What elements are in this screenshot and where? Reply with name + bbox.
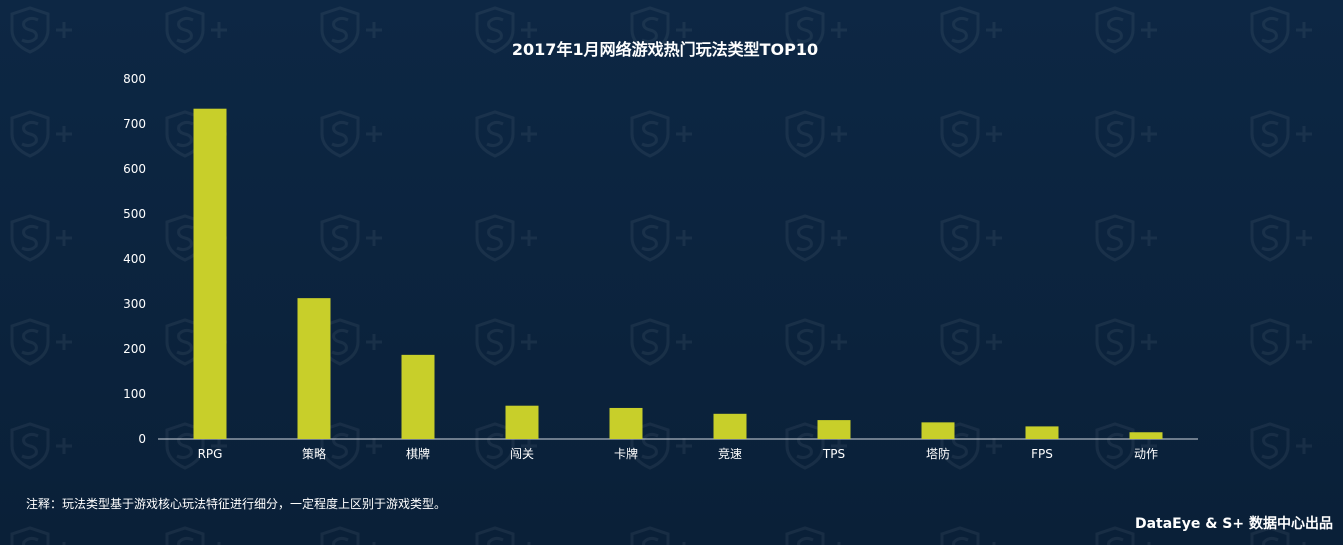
x-tick-label: 闯关	[510, 446, 534, 461]
bar	[1025, 426, 1059, 439]
x-tick-label: 策略	[302, 446, 326, 461]
chart-title: 2017年1月网络游戏热门玩法类型TOP10	[511, 40, 819, 59]
footnote: 注释：玩法类型基于游戏核心玩法特征进行细分，一定程度上区别于游戏类型。	[26, 497, 447, 511]
bar	[193, 108, 227, 439]
x-tick-label: 棋牌	[406, 447, 430, 461]
x-tick-label: 动作	[1134, 447, 1158, 461]
bar	[297, 298, 331, 439]
x-tick-label: 卡牌	[614, 447, 638, 461]
y-tick-label: 500	[123, 207, 146, 221]
y-tick-label: 800	[123, 72, 146, 86]
y-tick-label: 100	[123, 387, 146, 401]
bar	[713, 413, 747, 439]
x-tick-label: 竞速	[718, 447, 742, 461]
bar	[817, 420, 851, 439]
y-tick-label: 600	[123, 162, 146, 176]
y-tick-label: 400	[123, 252, 146, 266]
credit-label: DataEye & S+ 数据中心出品	[1134, 516, 1333, 532]
x-tick-label: RPG	[198, 447, 223, 461]
y-tick-label: 300	[123, 297, 146, 311]
bar	[505, 405, 539, 439]
x-tick-label: 塔防	[926, 446, 950, 461]
y-tick-label: 200	[123, 342, 146, 356]
x-tick-label: TPS	[822, 447, 845, 461]
bar	[921, 422, 955, 439]
x-tick-label: FPS	[1031, 447, 1053, 461]
bar	[401, 354, 435, 439]
bar	[1129, 432, 1163, 439]
y-tick-label: 0	[138, 432, 146, 446]
bar	[609, 407, 643, 439]
y-tick-label: 700	[123, 117, 146, 131]
